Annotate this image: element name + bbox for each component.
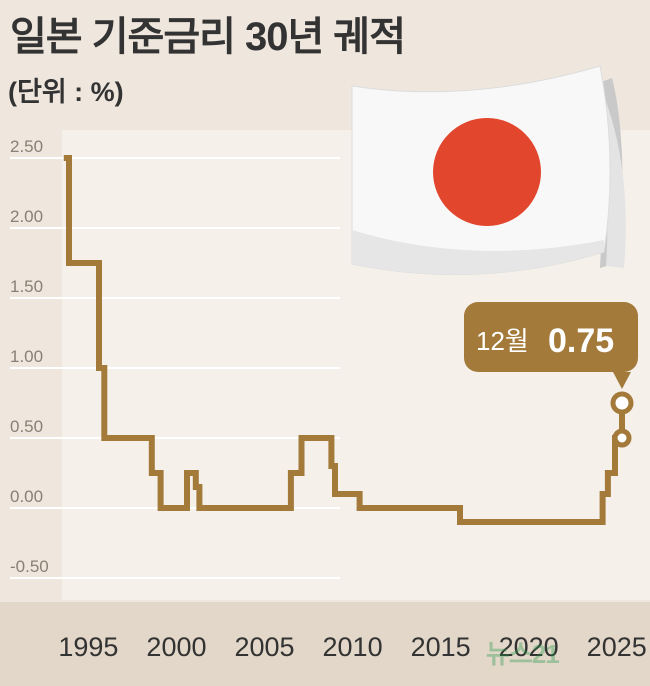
y-tick-label: 2.50 xyxy=(10,137,43,156)
callout-pointer xyxy=(613,372,631,389)
callout-month: 12월 xyxy=(476,326,529,356)
y-tick-label: 2.00 xyxy=(10,207,43,226)
x-tick-label: 2000 xyxy=(146,632,206,662)
x-axis-band xyxy=(0,602,650,686)
data-point-marker xyxy=(612,428,632,448)
data-point-marker xyxy=(610,391,634,415)
y-tick-label: 1.00 xyxy=(10,347,43,366)
rate-line xyxy=(63,155,622,525)
callout-box xyxy=(464,302,638,372)
chart-title: 일본 기준금리 30년 궤적 xyxy=(10,15,406,59)
line-markers xyxy=(610,391,634,448)
y-axis-ticks: 2.50 2.00 1.50 1.00 0.50 0.00 -0.50 xyxy=(10,137,49,576)
y-tick-label: 1.50 xyxy=(10,277,43,296)
x-tick-label: 1995 xyxy=(58,632,118,662)
unit-label: (단위 : %) xyxy=(8,77,124,107)
x-tick-label: 2010 xyxy=(323,632,383,662)
callout-value: 0.75 xyxy=(548,322,614,360)
x-tick-label: 2025 xyxy=(587,632,647,662)
x-tick-label: 2015 xyxy=(411,632,471,662)
y-tick-label: 0.50 xyxy=(10,417,43,436)
x-axis-ticks: 1995 2000 2005 2010 2015 2020 2025 xyxy=(58,632,646,662)
y-tick-label: 0.00 xyxy=(10,487,43,506)
watermark-logo: 뉴스21 xyxy=(486,639,560,669)
callout-badge: 12월 0.75 xyxy=(464,302,638,389)
flag-red-circle xyxy=(433,118,541,226)
y-tick-label: -0.50 xyxy=(10,557,49,576)
x-tick-label: 2020 xyxy=(499,632,559,662)
x-tick-label: 2005 xyxy=(234,632,294,662)
japan-flag-icon xyxy=(351,65,626,276)
